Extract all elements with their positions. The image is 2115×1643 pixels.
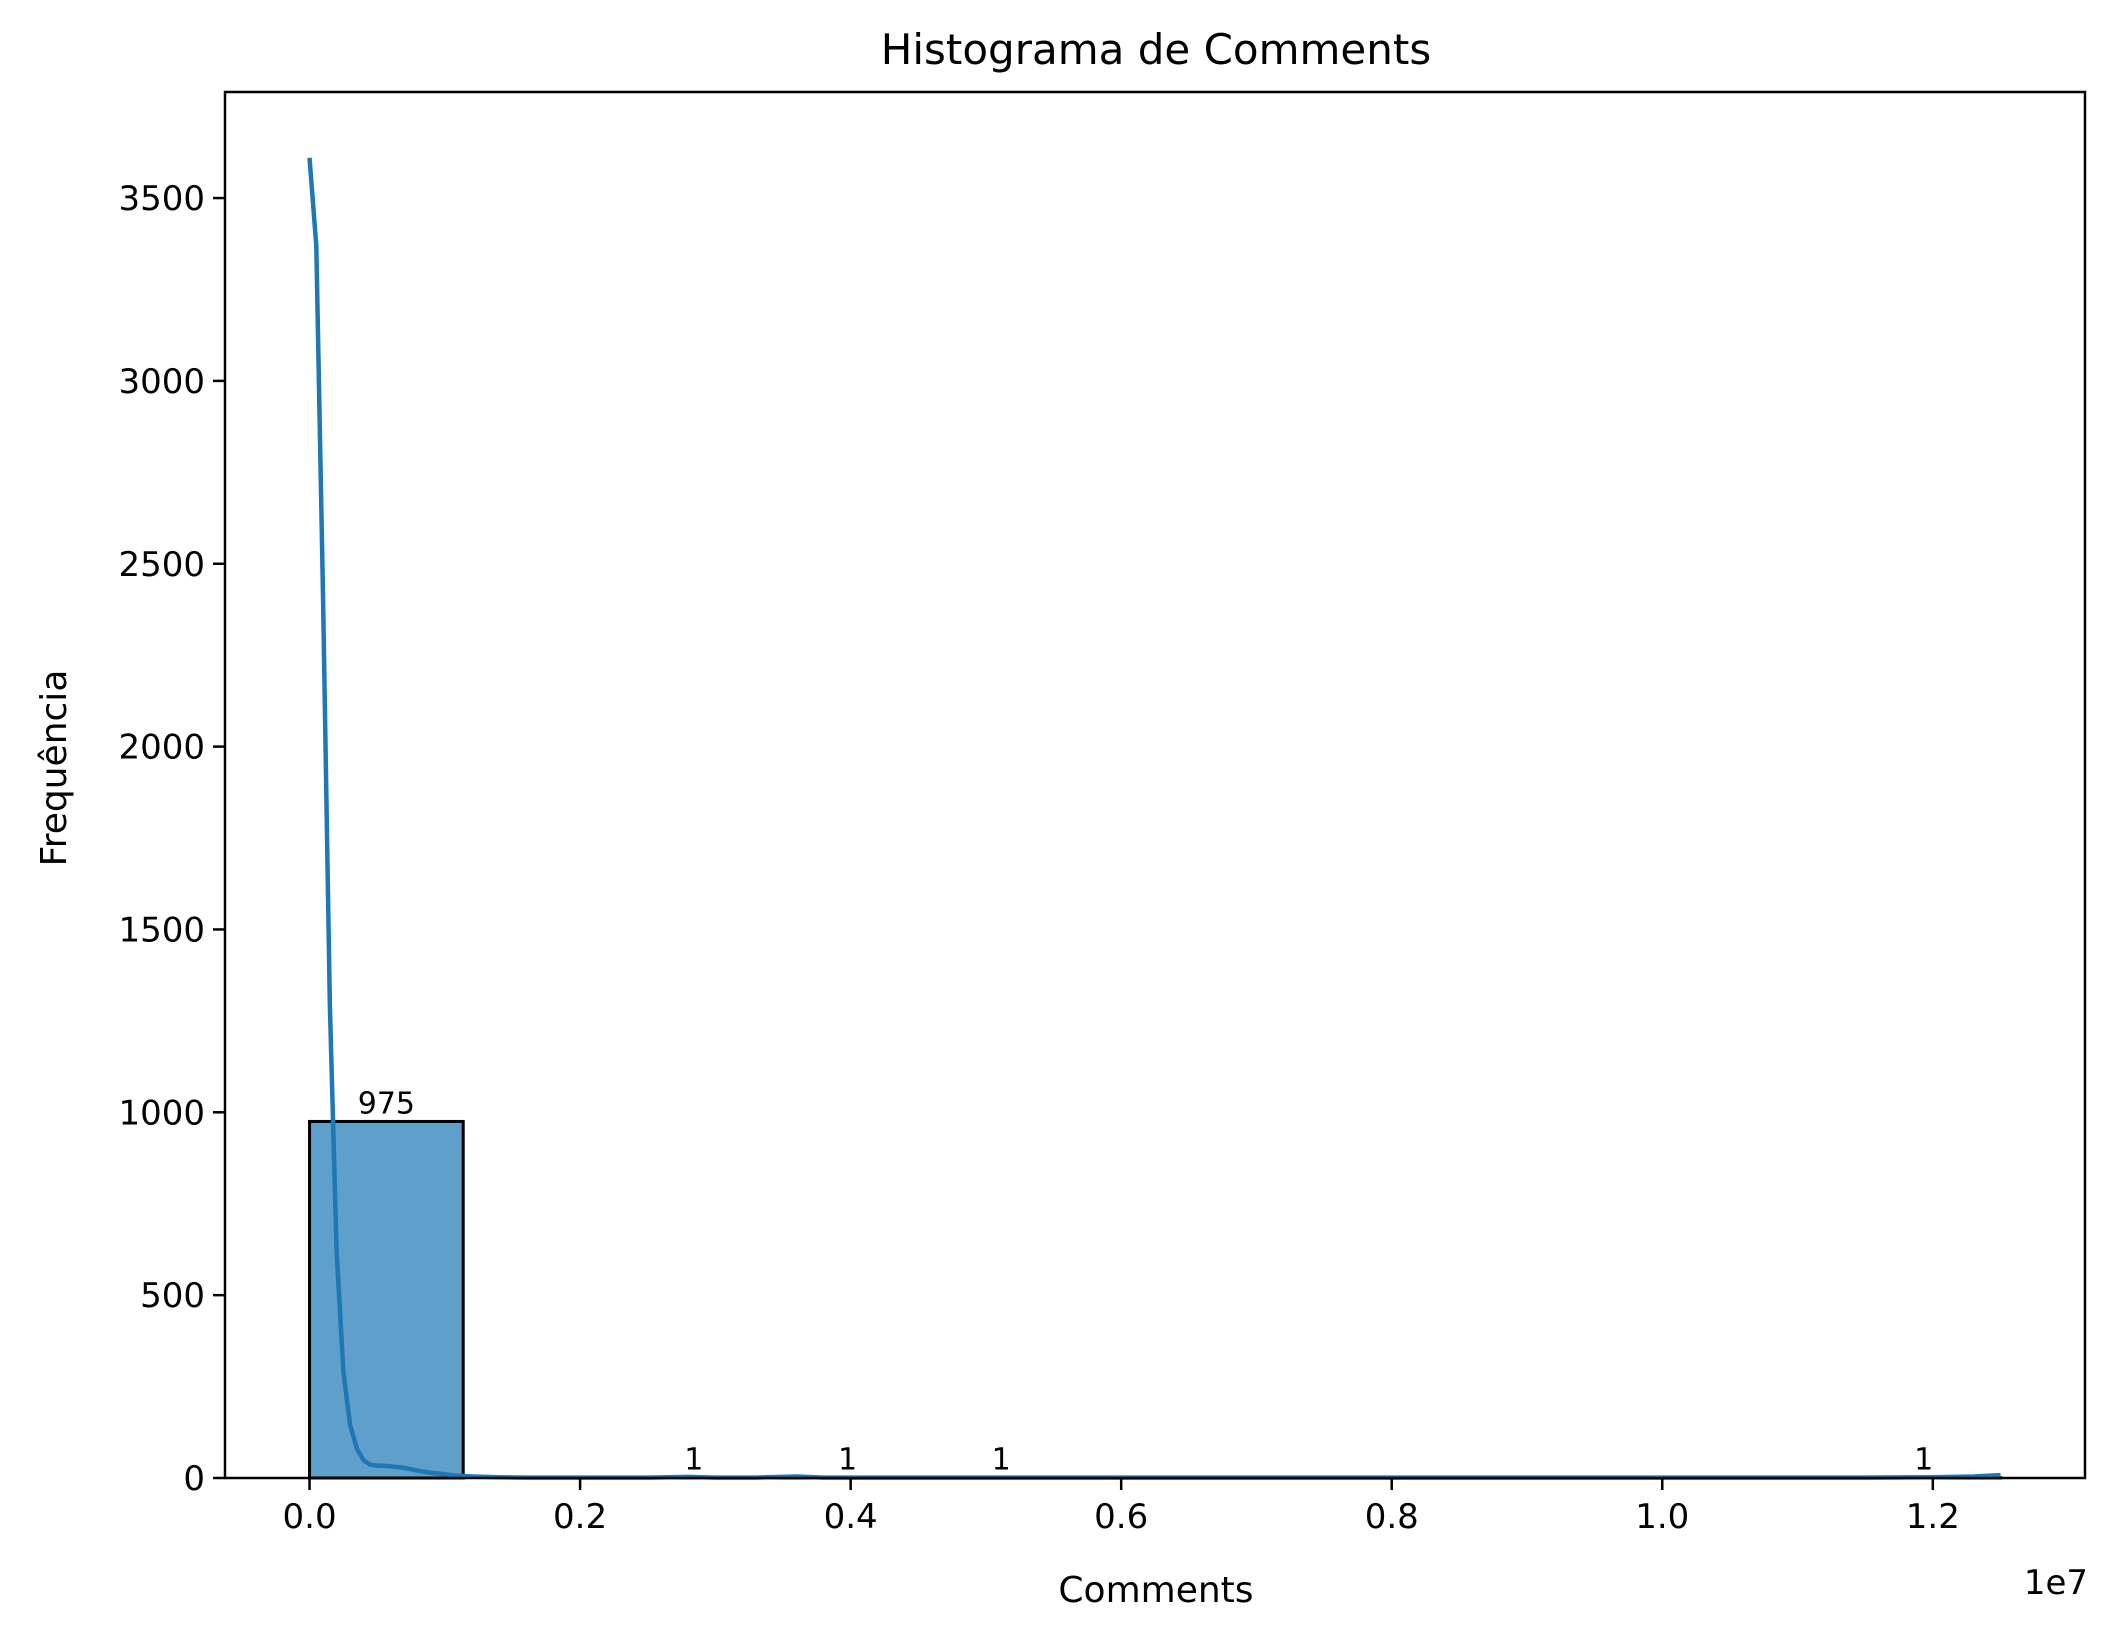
x-tick-label: 1.0: [1635, 1497, 1689, 1537]
axes-frame: [225, 92, 2085, 1478]
y-tick-label: 2500: [118, 545, 205, 585]
y-axis-ticks: 0 500 1000 1500 2000 2500 3000 3500: [118, 179, 225, 1499]
y-tick-label: 3500: [118, 179, 205, 219]
x-tick-label: 0.8: [1365, 1497, 1419, 1537]
x-axis-offset-label: 1e7: [2024, 1563, 2088, 1603]
bar-label-4: 1: [992, 1443, 1011, 1478]
x-axis-label: Comments: [1058, 1570, 1253, 1611]
bar-count-labels: 975 1 1 1 1: [358, 1086, 1933, 1477]
bar-label-10: 1: [1914, 1443, 1933, 1478]
kde-line: [310, 158, 2001, 1478]
y-axis-label: Frequência: [34, 670, 75, 867]
x-tick-label: 0.0: [283, 1497, 337, 1537]
y-tick-label: 0: [183, 1459, 205, 1499]
y-tick-label: 1500: [118, 910, 205, 950]
bar-label-3: 1: [838, 1443, 857, 1478]
kde-curve-group: [310, 158, 2001, 1478]
bar-label-2: 1: [684, 1443, 703, 1478]
x-axis-ticks: 0.0 0.2 0.4 0.6 0.8 1.0 1.2: [283, 1478, 1960, 1537]
y-tick-label: 2000: [118, 728, 205, 768]
x-tick-label: 0.4: [824, 1497, 878, 1537]
x-tick-label: 0.2: [553, 1497, 607, 1537]
y-tick-label: 3000: [118, 362, 205, 402]
y-tick-label: 1000: [118, 1093, 205, 1133]
chart-title: Histograma de Comments: [881, 25, 1431, 74]
plot-frame: [225, 92, 2085, 1478]
histogram-bars: [310, 1121, 2001, 1478]
x-tick-label: 0.6: [1094, 1497, 1148, 1537]
bar-label-0: 975: [358, 1086, 415, 1121]
x-tick-label: 1.2: [1906, 1497, 1960, 1537]
y-tick-label: 500: [140, 1276, 205, 1316]
